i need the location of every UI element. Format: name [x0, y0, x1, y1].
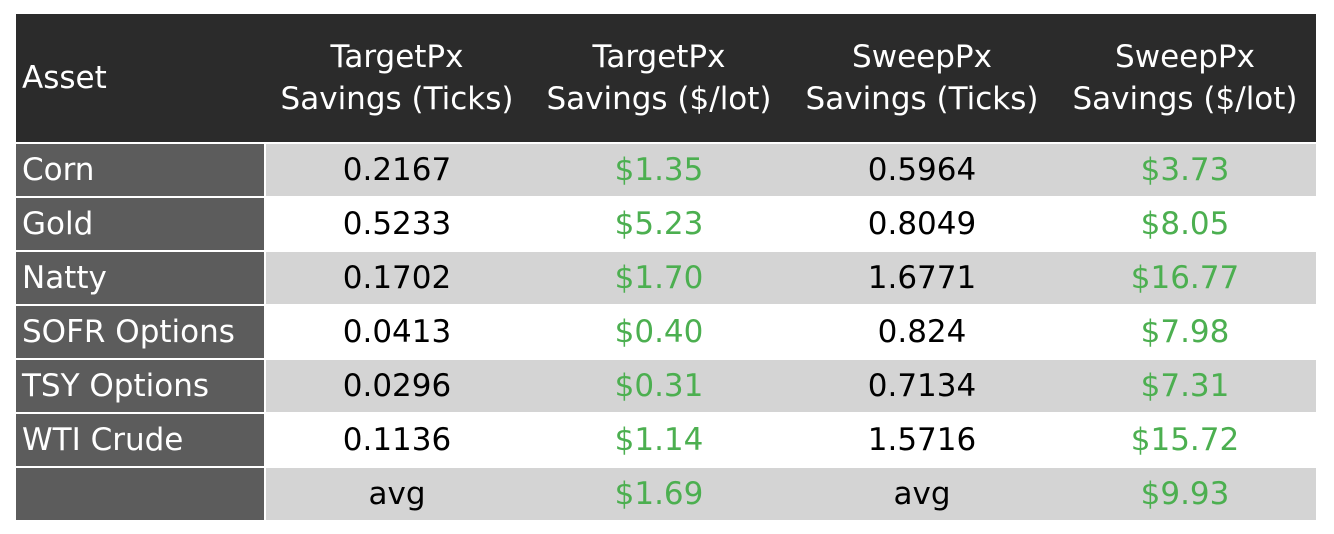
header-row: Asset TargetPx Savings (Ticks) TargetPx … — [16, 14, 1316, 142]
sweeppx-ticks-avg-label: avg — [790, 466, 1054, 520]
targetpx-ticks-cell: 0.5233 — [266, 196, 528, 250]
targetpx-dollars-cell: $0.40 — [528, 304, 790, 358]
targetpx-dollars-avg: $1.69 — [528, 466, 790, 520]
targetpx-dollars-cell: $5.23 — [528, 196, 790, 250]
table-row-average: avg $1.69 avg $9.93 — [16, 466, 1316, 520]
column-header-asset: Asset — [16, 14, 266, 142]
table-row-tsy-options: TSY Options 0.0296 $0.31 0.7134 $7.31 — [16, 358, 1316, 412]
targetpx-ticks-cell: 0.2167 — [266, 142, 528, 196]
column-header-sweeppx-dollars: SweepPx Savings ($/lot) — [1054, 14, 1316, 142]
sweeppx-dollars-cell: $15.72 — [1054, 412, 1316, 466]
sweeppx-ticks-cell: 0.5964 — [790, 142, 1054, 196]
targetpx-ticks-cell: 0.1702 — [266, 250, 528, 304]
targetpx-ticks-avg-label: avg — [266, 466, 528, 520]
sweeppx-ticks-cell: 0.824 — [790, 304, 1054, 358]
targetpx-dollars-cell: $1.35 — [528, 142, 790, 196]
targetpx-dollars-cell: $0.31 — [528, 358, 790, 412]
table-body: Corn 0.2167 $1.35 0.5964 $3.73 Gold 0.52… — [16, 142, 1316, 520]
table-row-natty: Natty 0.1702 $1.70 1.6771 $16.77 — [16, 250, 1316, 304]
sweeppx-ticks-cell: 0.7134 — [790, 358, 1054, 412]
table-row-wti-crude: WTI Crude 0.1136 $1.14 1.5716 $15.72 — [16, 412, 1316, 466]
asset-cell: SOFR Options — [16, 304, 266, 358]
table-header: Asset TargetPx Savings (Ticks) TargetPx … — [16, 14, 1316, 142]
sweeppx-ticks-cell: 1.5716 — [790, 412, 1054, 466]
asset-cell: Natty — [16, 250, 266, 304]
sweeppx-dollars-cell: $16.77 — [1054, 250, 1316, 304]
table-row-gold: Gold 0.5233 $5.23 0.8049 $8.05 — [16, 196, 1316, 250]
targetpx-dollars-cell: $1.70 — [528, 250, 790, 304]
sweeppx-dollars-cell: $3.73 — [1054, 142, 1316, 196]
column-header-targetpx-ticks: TargetPx Savings (Ticks) — [266, 14, 528, 142]
sweeppx-dollars-cell: $8.05 — [1054, 196, 1316, 250]
targetpx-ticks-cell: 0.1136 — [266, 412, 528, 466]
asset-cell: TSY Options — [16, 358, 266, 412]
table-row-corn: Corn 0.2167 $1.35 0.5964 $3.73 — [16, 142, 1316, 196]
sweeppx-dollars-cell: $7.31 — [1054, 358, 1316, 412]
asset-cell — [16, 466, 266, 520]
asset-cell: WTI Crude — [16, 412, 266, 466]
column-header-sweeppx-ticks: SweepPx Savings (Ticks) — [790, 14, 1054, 142]
targetpx-dollars-cell: $1.14 — [528, 412, 790, 466]
sweeppx-ticks-cell: 1.6771 — [790, 250, 1054, 304]
targetpx-ticks-cell: 0.0413 — [266, 304, 528, 358]
sweeppx-ticks-cell: 0.8049 — [790, 196, 1054, 250]
targetpx-ticks-cell: 0.0296 — [266, 358, 528, 412]
asset-cell: Corn — [16, 142, 266, 196]
table-row-sofr-options: SOFR Options 0.0413 $0.40 0.824 $7.98 — [16, 304, 1316, 358]
savings-table: Asset TargetPx Savings (Ticks) TargetPx … — [16, 14, 1316, 520]
savings-table-container: Asset TargetPx Savings (Ticks) TargetPx … — [16, 14, 1316, 520]
sweeppx-dollars-cell: $7.98 — [1054, 304, 1316, 358]
asset-cell: Gold — [16, 196, 266, 250]
sweeppx-dollars-avg: $9.93 — [1054, 466, 1316, 520]
column-header-targetpx-dollars: TargetPx Savings ($/lot) — [528, 14, 790, 142]
